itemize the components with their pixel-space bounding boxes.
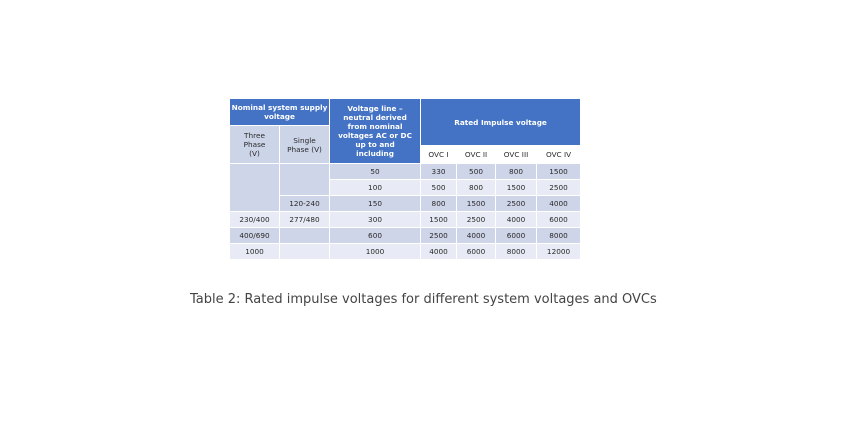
header-ovc-1: OVC I <box>420 145 458 164</box>
header-ovc-4: OVC IV <box>536 145 582 164</box>
table-cell <box>278 243 331 260</box>
table-cell: 120-240 <box>278 195 331 212</box>
table-cell: 277/480 <box>278 211 331 228</box>
header-voltage-line: Voltage line – neutral derived from nomi… <box>329 98 422 164</box>
table-cell: 1000 <box>329 243 422 260</box>
table-cell: 500 <box>420 179 458 196</box>
table-cell: 1500 <box>536 163 582 180</box>
table-cell: 500 <box>456 163 497 180</box>
table-cell: 2500 <box>495 195 538 212</box>
impulse-voltage-table: Nominal system supply voltage Voltage li… <box>228 98 582 260</box>
table-cell: 1500 <box>456 195 497 212</box>
table-cell: 100 <box>329 179 422 196</box>
table-cell: 4000 <box>495 211 538 228</box>
table-row: 1000 1000 4000 6000 8000 12000 <box>229 243 582 260</box>
table-cell: 600 <box>329 227 422 244</box>
table-cell: 330 <box>420 163 458 180</box>
table-row: 50 330 500 800 1500 <box>229 163 582 212</box>
table-cell: 230/400 <box>229 211 280 228</box>
table-cell: 4000 <box>456 227 497 244</box>
table-cell: 8000 <box>536 227 582 244</box>
table-cell <box>229 163 280 212</box>
table-cell: 8000 <box>495 243 538 260</box>
table-cell: 2500 <box>456 211 497 228</box>
table-cell: 6000 <box>536 211 582 228</box>
header-nominal-supply: Nominal system supply voltage <box>228 98 331 126</box>
table-cell: 6000 <box>456 243 497 260</box>
table-cell: 4000 <box>536 195 582 212</box>
table-cell: 150 <box>329 195 422 212</box>
table-cell: 2500 <box>536 179 582 196</box>
table-row: 120-240 150 800 1500 2500 4000 <box>230 195 582 212</box>
header-three-phase: Three Phase (V) <box>229 125 280 164</box>
table-cell: 2500 <box>420 227 458 244</box>
table-row: 230/400 277/480 300 1500 2500 4000 6000 <box>229 211 582 228</box>
table-cell <box>278 163 331 196</box>
table-cell: 1500 <box>495 179 538 196</box>
header-ovc-3: OVC III <box>495 145 538 164</box>
table-cell: 800 <box>495 163 538 180</box>
impulse-voltage-table-container: Nominal system supply voltage Voltage li… <box>228 98 582 260</box>
table-cell: 4000 <box>420 243 458 260</box>
table-cell: 800 <box>420 195 458 212</box>
table-cell: 12000 <box>536 243 582 260</box>
table-cell: 400/690 <box>229 227 280 244</box>
table-cell: 1000 <box>229 243 280 260</box>
table-cell <box>278 227 331 244</box>
header-rated-impulse: Rated Impulse voltage <box>420 98 582 146</box>
table-cell: 1500 <box>420 211 458 228</box>
header-ovc-2: OVC II <box>456 145 497 164</box>
table-caption: Table 2: Rated impulse voltages for diff… <box>190 292 657 307</box>
table-cell: 800 <box>456 179 497 196</box>
table-cell: 300 <box>329 211 422 228</box>
table-cell: 6000 <box>495 227 538 244</box>
header-single-phase: Single Phase (V) <box>278 125 331 164</box>
table-cell: 50 <box>329 163 422 180</box>
table-row: 400/690 600 2500 4000 6000 8000 <box>229 227 582 244</box>
